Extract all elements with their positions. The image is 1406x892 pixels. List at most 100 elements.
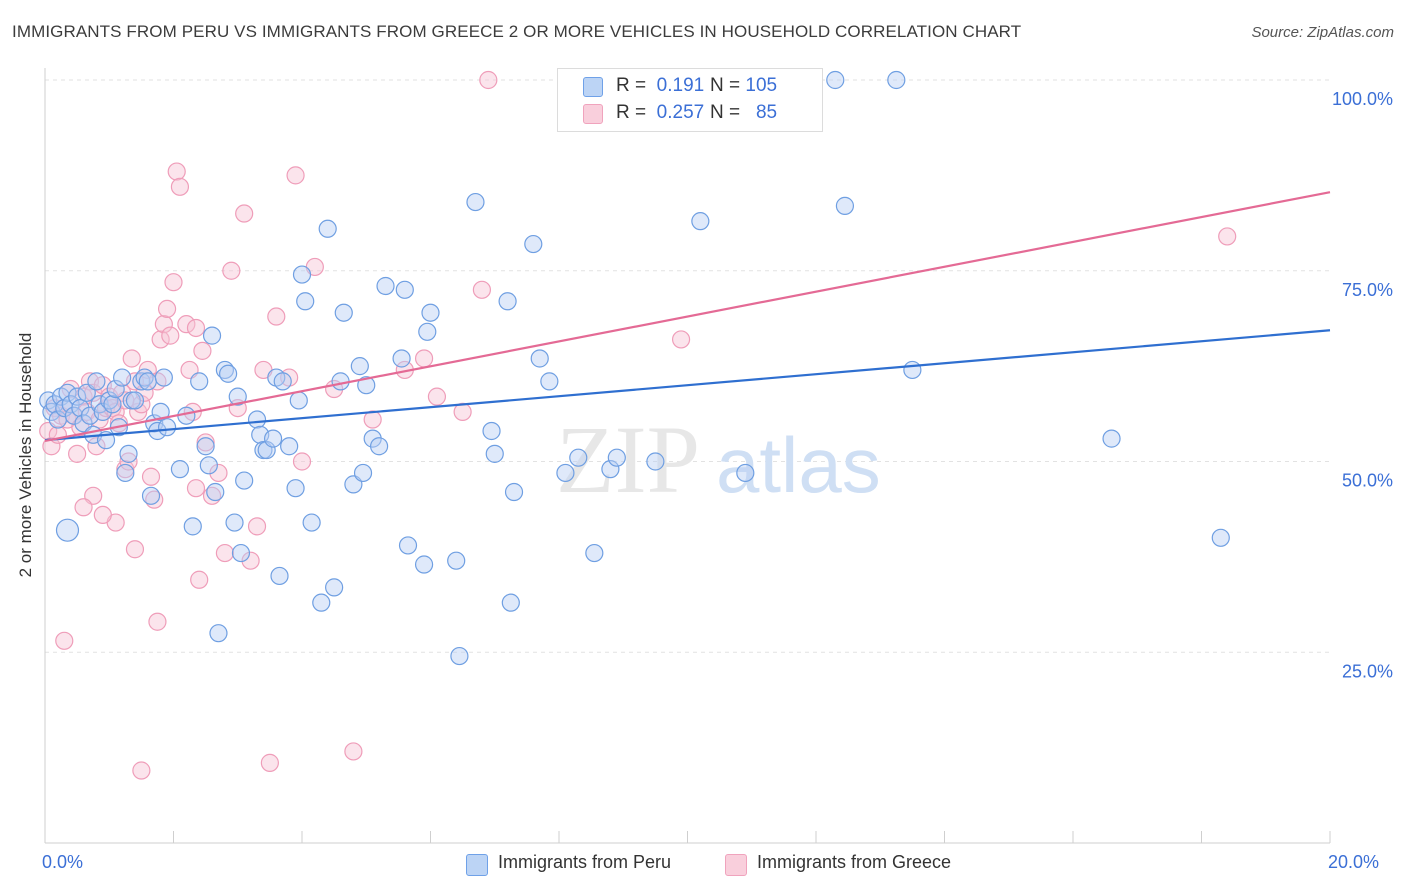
greece-point-1 bbox=[42, 437, 61, 456]
peru-point-96 bbox=[569, 448, 588, 467]
greece-point-15 bbox=[87, 437, 106, 456]
peru-point-8 bbox=[64, 406, 84, 425]
peru-point-106 bbox=[903, 360, 922, 380]
peru-point-97 bbox=[585, 543, 604, 563]
peru-point-90 bbox=[501, 593, 520, 612]
peru-point-82 bbox=[418, 322, 437, 341]
peru-point-73 bbox=[353, 463, 373, 483]
peru-point-107 bbox=[1102, 429, 1121, 448]
peru-point-92 bbox=[524, 234, 543, 254]
greece-point-41 bbox=[177, 315, 196, 334]
greece-point-70 bbox=[472, 280, 491, 299]
peru-point-6 bbox=[58, 383, 77, 402]
peru-point-94 bbox=[540, 372, 559, 391]
peru-point-9 bbox=[68, 387, 87, 406]
peru-point-15 bbox=[87, 372, 106, 391]
greece-point-75 bbox=[132, 761, 151, 780]
peru-point-80 bbox=[398, 536, 418, 555]
peru-point-59 bbox=[273, 372, 292, 391]
greece-point-60 bbox=[286, 166, 305, 185]
greece-point-49 bbox=[209, 463, 228, 483]
peru-point-37 bbox=[170, 460, 190, 479]
bottom-legend-swatch-greece bbox=[725, 854, 747, 876]
peru-point-75 bbox=[363, 429, 382, 448]
greece-point-57 bbox=[260, 753, 279, 772]
greece-point-44 bbox=[186, 479, 206, 498]
peru-point-43 bbox=[202, 326, 222, 345]
peru-point-91 bbox=[504, 482, 524, 502]
peru-point-40 bbox=[190, 372, 209, 391]
legend-n-greece: N = 85 bbox=[710, 102, 778, 123]
watermark: ZIP atlas bbox=[556, 406, 881, 513]
peru-point-81 bbox=[414, 555, 434, 574]
y-tick-label-25: 25.0% bbox=[1342, 661, 1393, 681]
peru-point-44 bbox=[206, 482, 225, 502]
chart-title: IMMIGRANTS FROM PERU VS IMMIGRANTS FROM … bbox=[12, 22, 1022, 41]
peru-point-102 bbox=[736, 463, 755, 483]
peru-point-25 bbox=[119, 444, 138, 463]
greece-point-76 bbox=[148, 612, 167, 631]
peru-point-20 bbox=[103, 395, 122, 414]
peru-point-89 bbox=[498, 292, 517, 311]
greece-point-26 bbox=[122, 349, 141, 368]
peru-point-66 bbox=[312, 593, 331, 612]
peru-point-17 bbox=[93, 402, 112, 422]
peru-point-100 bbox=[646, 452, 665, 471]
greece-point-32 bbox=[141, 467, 161, 486]
peru-point-88 bbox=[485, 444, 504, 463]
peru-point-61 bbox=[286, 479, 305, 498]
peru-point-30 bbox=[138, 372, 157, 391]
peru-point-21 bbox=[106, 379, 125, 399]
peru-point-70 bbox=[334, 303, 353, 322]
greece-point-47 bbox=[196, 433, 215, 452]
y-tick-label-75: 75.0% bbox=[1342, 280, 1393, 300]
greece-point-9 bbox=[68, 444, 87, 463]
peru-point-84 bbox=[447, 551, 466, 570]
peru-point-62 bbox=[289, 391, 308, 410]
y-tick-label-100: 100.0% bbox=[1332, 89, 1393, 109]
greece-point-72 bbox=[671, 330, 691, 349]
greece-point-84 bbox=[74, 498, 93, 517]
greece-point-83 bbox=[186, 318, 206, 338]
source-credit: Source: ZipAtlas.com bbox=[1251, 24, 1394, 41]
watermark-atlas: atlas bbox=[716, 421, 881, 509]
peru-point-85 bbox=[450, 646, 469, 666]
series-peru-points bbox=[39, 70, 1230, 666]
peru-point-41 bbox=[196, 437, 215, 456]
peru-point-34 bbox=[151, 402, 170, 422]
greece-point-55 bbox=[247, 517, 267, 536]
peru-point-103 bbox=[826, 70, 845, 90]
x-tick-max: 20.0% bbox=[1328, 852, 1380, 872]
peru-point-42 bbox=[199, 456, 218, 475]
gridlines bbox=[45, 79, 1330, 653]
peru-point-67 bbox=[318, 219, 337, 238]
y-tick-labels: 25.0% 50.0% 75.0% 100.0% bbox=[1332, 89, 1393, 681]
peru-point-65 bbox=[302, 513, 321, 532]
legend-swatch-greece bbox=[583, 104, 603, 124]
peru-point-76 bbox=[370, 437, 389, 456]
greece-point-82 bbox=[161, 326, 180, 345]
greece-point-61 bbox=[292, 452, 312, 471]
peru-point-101 bbox=[691, 212, 710, 231]
peru-point-95 bbox=[556, 463, 575, 483]
legend-r-greece: R = 0.257 bbox=[616, 102, 705, 123]
greece-point-73 bbox=[1218, 227, 1237, 246]
peru-point-77 bbox=[376, 276, 395, 296]
peru-point-74 bbox=[357, 376, 376, 395]
peru-point-2 bbox=[45, 395, 64, 414]
greece-point-38 bbox=[164, 273, 183, 292]
legend-n-peru: N = 105 bbox=[710, 75, 778, 96]
greece-point-54 bbox=[241, 551, 260, 570]
peru-point-60 bbox=[280, 437, 299, 456]
greece-point-74 bbox=[55, 631, 74, 650]
x-tick-min: 0.0% bbox=[42, 852, 84, 872]
greece-point-71 bbox=[479, 70, 498, 90]
peru-point-79 bbox=[395, 280, 414, 299]
peru-point-23 bbox=[112, 368, 132, 387]
peru-point-105 bbox=[887, 70, 906, 90]
greece-point-53 bbox=[235, 204, 254, 223]
peru-point-72 bbox=[350, 357, 369, 376]
peru-point-86 bbox=[466, 192, 485, 212]
peru-point-49 bbox=[228, 387, 247, 406]
